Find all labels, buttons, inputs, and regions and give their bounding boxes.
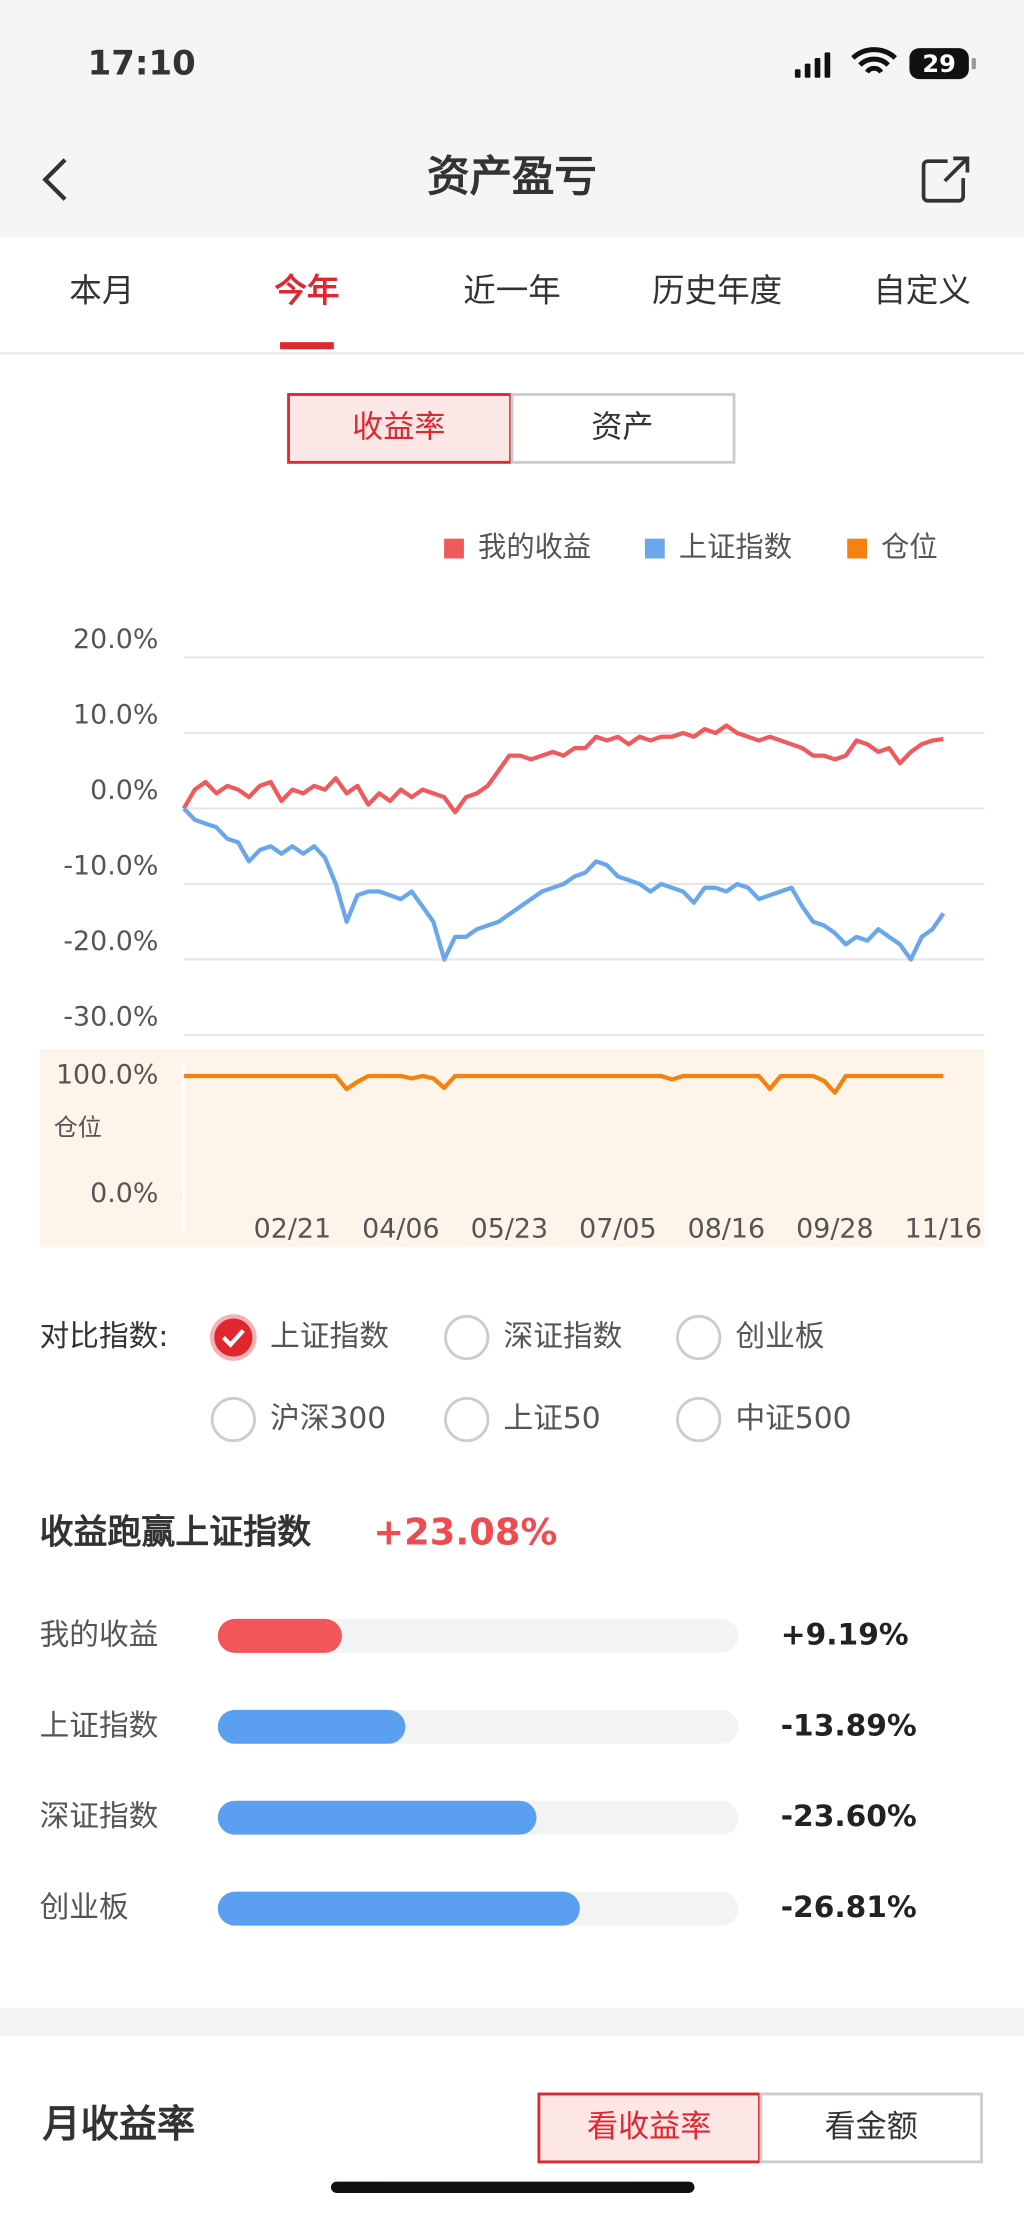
radio[interactable] xyxy=(676,1314,722,1361)
radio[interactable] xyxy=(210,1314,257,1361)
y2-axis-label: 仓位 xyxy=(54,1113,102,1141)
toggle-button[interactable] xyxy=(510,393,736,464)
radio-label[interactable]: 深证指数 xyxy=(504,1319,623,1354)
radio[interactable] xyxy=(444,1396,490,1443)
series-line xyxy=(182,806,946,962)
bar-value: -13.89% xyxy=(781,1708,917,1743)
bar-track xyxy=(217,1618,739,1653)
x-tick-label: 04/06 xyxy=(362,1214,439,1245)
legend-swatch xyxy=(847,538,868,559)
y-tick-label: 10.0% xyxy=(73,700,158,731)
home-indicator xyxy=(330,2181,695,2193)
legend-label: 我的收益 xyxy=(478,531,591,564)
legend-swatch xyxy=(444,538,464,559)
bar-name: 深证指数 xyxy=(40,1799,159,1834)
monthly-button-label: 看金额 xyxy=(825,2109,918,2145)
tab[interactable]: 自定义 xyxy=(873,272,971,310)
x-tick-label: 11/16 xyxy=(905,1214,982,1245)
monthly-button[interactable] xyxy=(759,2092,983,2164)
toggle-label: 收益率 xyxy=(352,409,445,445)
battery-tip xyxy=(971,57,976,70)
toggle-button[interactable] xyxy=(287,393,512,464)
x-tick-label: 09/28 xyxy=(796,1214,873,1245)
legend-swatch xyxy=(644,538,665,559)
bar-name: 创业板 xyxy=(40,1890,129,1925)
legend-label: 仓位 xyxy=(881,531,938,564)
monthly-title: 月收益率 xyxy=(42,2103,195,2147)
status-time: 17:10 xyxy=(88,45,196,84)
battery-icon xyxy=(909,48,969,80)
radio-label[interactable]: 创业板 xyxy=(735,1319,824,1354)
x-tick-label: 05/23 xyxy=(471,1214,548,1245)
y2-tick-label: 0.0% xyxy=(90,1178,158,1209)
bar-value: +9.19% xyxy=(781,1617,909,1652)
tab[interactable]: 今年 xyxy=(274,272,339,310)
radio-label[interactable]: 上证指数 xyxy=(270,1319,389,1354)
signal-icon xyxy=(794,52,831,78)
section-separator xyxy=(0,2007,1024,2037)
bar xyxy=(217,1800,537,1835)
nav-title: 资产盈亏 xyxy=(427,153,597,202)
radio-label[interactable]: 中证500 xyxy=(735,1401,851,1436)
tab[interactable]: 本月 xyxy=(69,272,134,310)
tab[interactable]: 近一年 xyxy=(463,272,561,310)
x-tick-label: 02/21 xyxy=(254,1214,331,1245)
y2-tick-label: 100.0% xyxy=(56,1059,158,1090)
header-bg xyxy=(0,0,1024,238)
outperform-value: +23.08% xyxy=(373,1511,557,1554)
bar-name: 我的收益 xyxy=(40,1617,159,1652)
share-button[interactable] xyxy=(921,156,970,203)
wifi-icon xyxy=(851,47,897,74)
radio[interactable] xyxy=(444,1314,490,1361)
y-tick-label: -10.0% xyxy=(63,851,158,882)
bar-value: -26.81% xyxy=(781,1890,917,1925)
y-tick-label: 20.0% xyxy=(73,624,158,655)
radio[interactable] xyxy=(676,1396,722,1443)
compare-label: 对比指数: xyxy=(40,1319,169,1354)
radio[interactable] xyxy=(210,1396,256,1443)
back-button[interactable] xyxy=(42,158,67,201)
toggle-label: 资产 xyxy=(591,409,653,445)
legend-label: 上证指数 xyxy=(679,531,792,564)
y-tick-label: -30.0% xyxy=(63,1002,158,1033)
bar-value: -23.60% xyxy=(781,1799,917,1834)
outperform-title: 收益跑赢上证指数 xyxy=(40,1513,311,1553)
radio-label[interactable]: 上证50 xyxy=(504,1401,601,1436)
radio-check xyxy=(221,1329,245,1348)
monthly-button-label: 看收益率 xyxy=(587,2109,711,2145)
tab[interactable]: 历史年度 xyxy=(652,272,782,310)
series-line xyxy=(182,723,944,815)
series-line xyxy=(183,1073,944,1095)
y-tick-label: 0.0% xyxy=(90,775,158,806)
y-tick-label: -20.0% xyxy=(63,926,158,957)
bar-name: 上证指数 xyxy=(40,1708,159,1743)
radio-label[interactable]: 沪深300 xyxy=(270,1401,386,1436)
bar xyxy=(217,1891,580,1926)
x-tick-label: 08/16 xyxy=(688,1214,765,1245)
tab-underline xyxy=(280,342,334,350)
bar xyxy=(217,1709,406,1744)
bar xyxy=(217,1618,342,1653)
x-tick-label: 07/05 xyxy=(579,1214,656,1245)
battery-level: 29 xyxy=(922,50,955,78)
